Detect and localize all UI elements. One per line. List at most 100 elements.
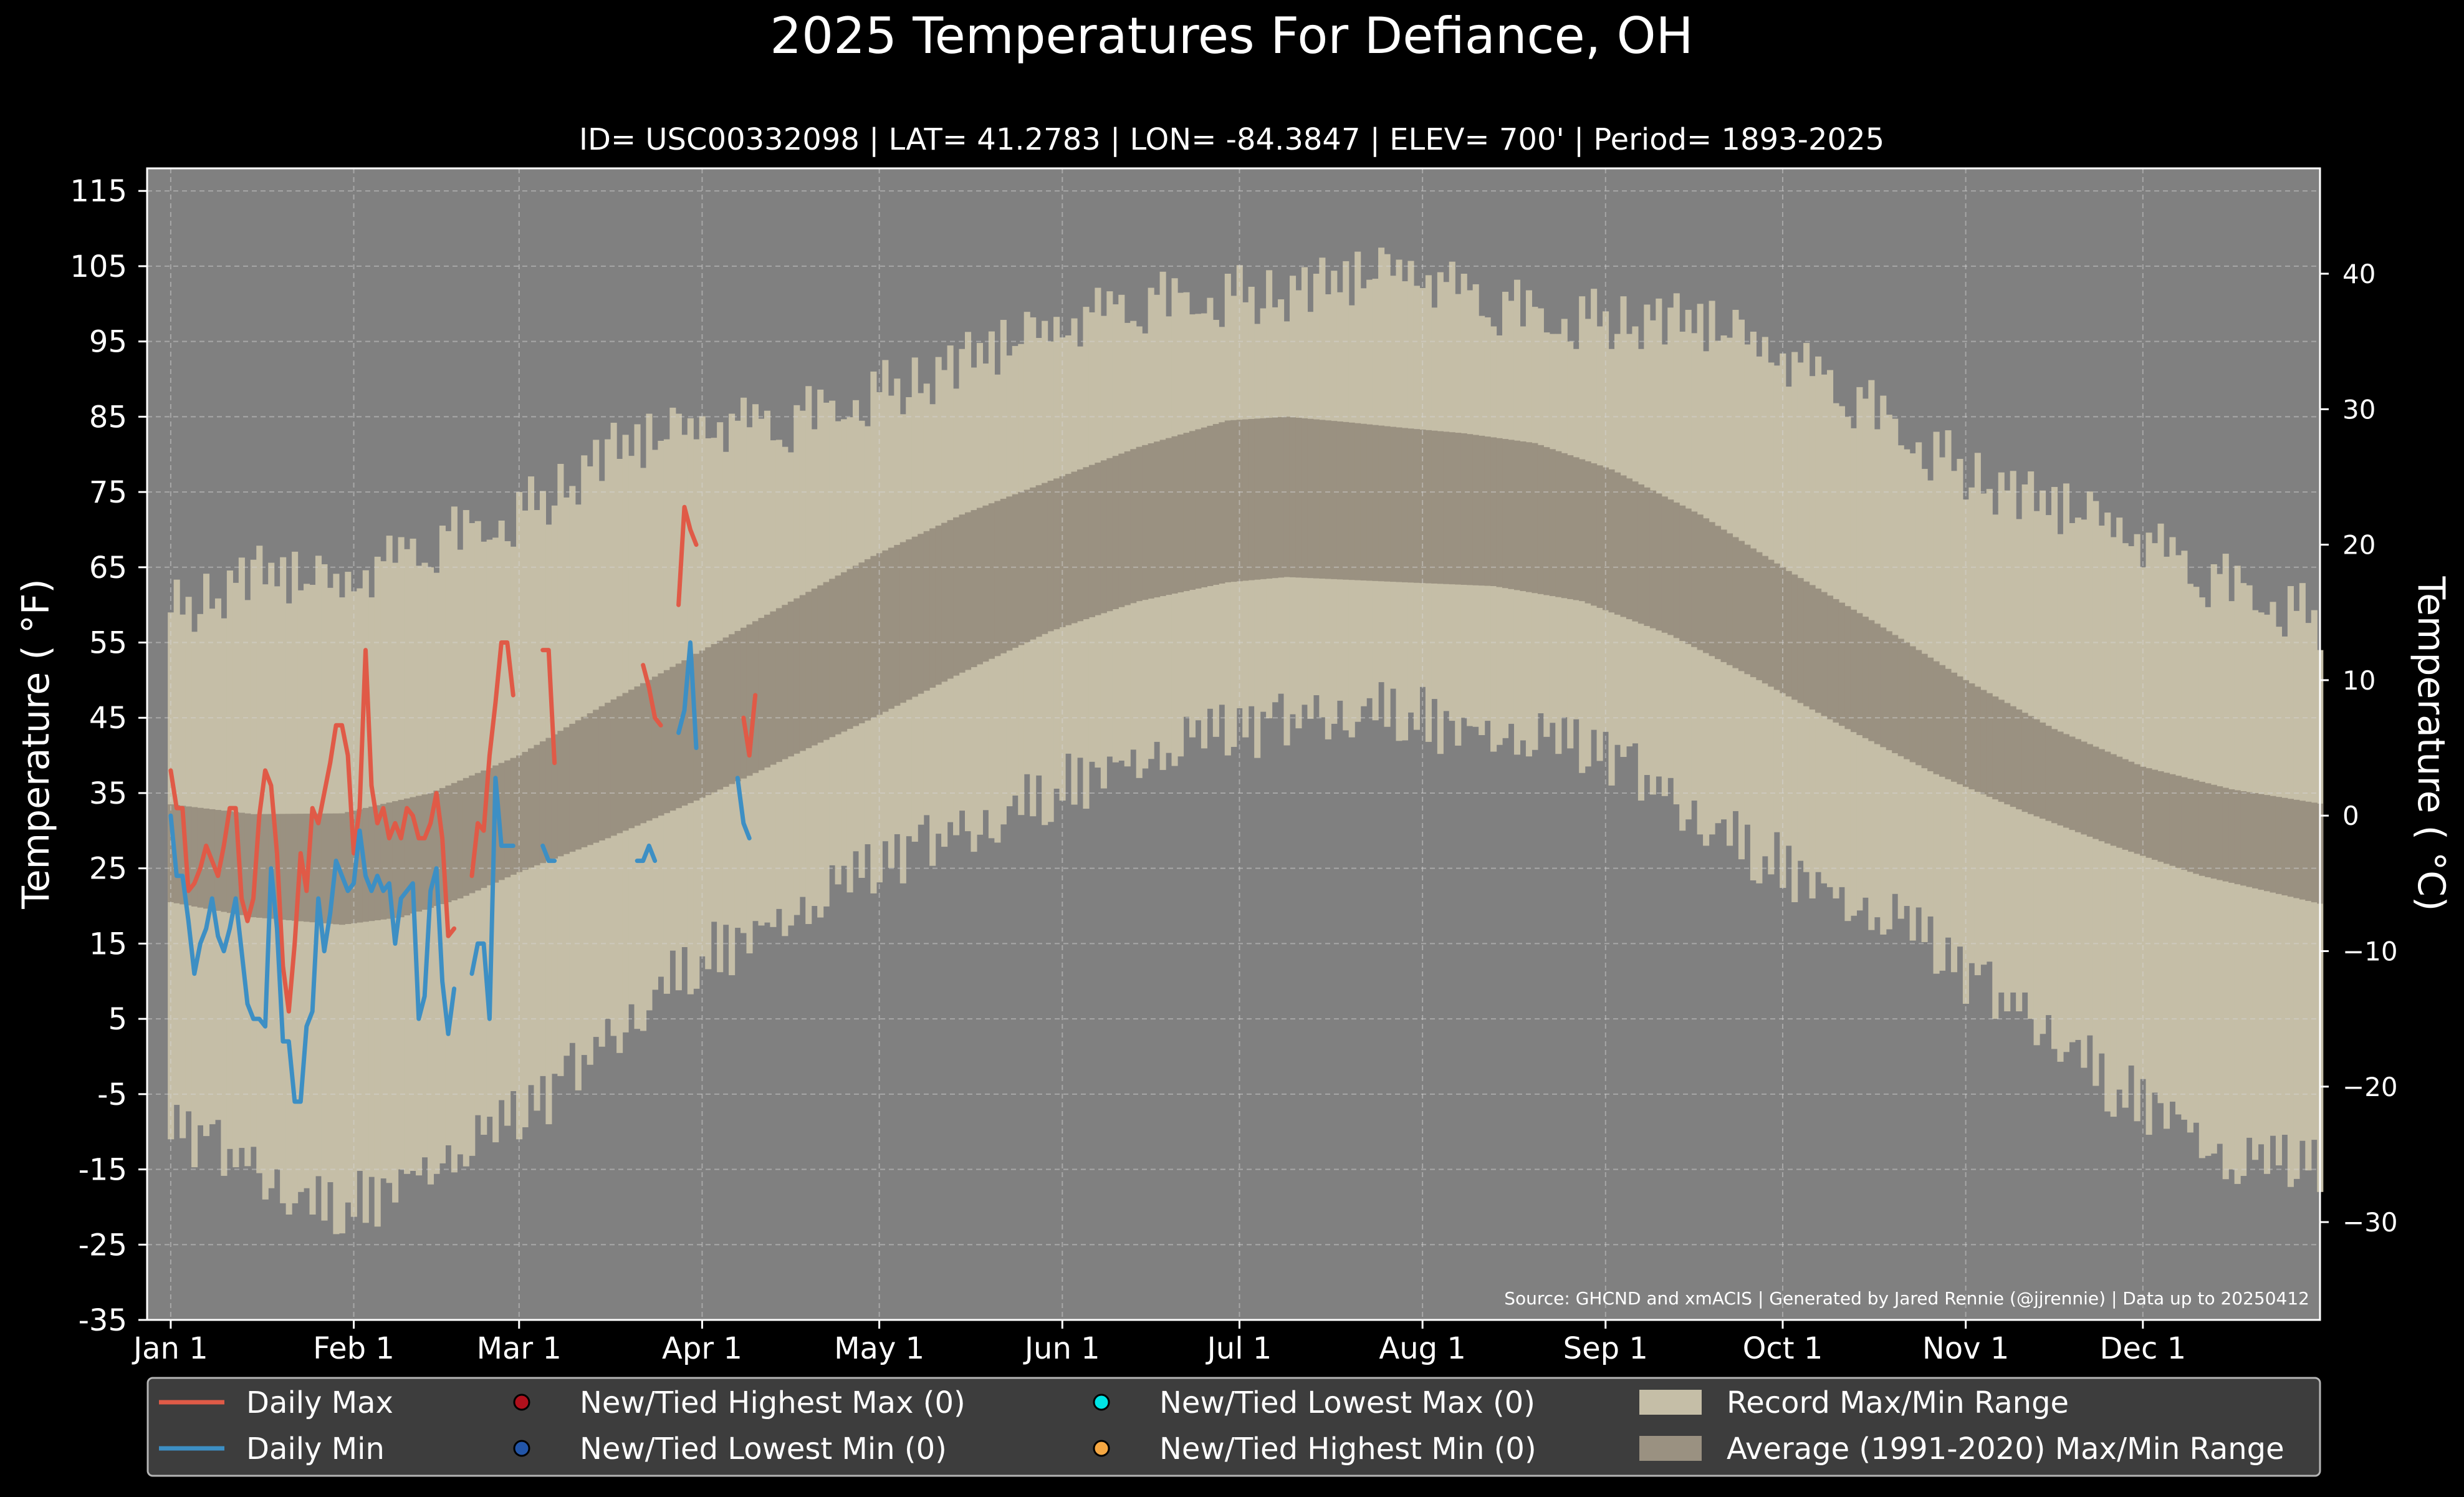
average-range-bar <box>2128 761 2135 852</box>
average-range-bar <box>959 514 966 673</box>
average-range-bar <box>2193 780 2200 874</box>
average-range-bar <box>191 807 198 907</box>
average-range-bar <box>1154 441 1161 598</box>
average-range-bar <box>2033 719 2040 817</box>
average-range-bar <box>2258 794 2265 890</box>
average-range-bar <box>1006 496 1013 651</box>
record-range-bar <box>2264 614 2271 1174</box>
average-range-bar <box>2281 797 2288 896</box>
record-range-bar <box>2198 597 2205 1158</box>
average-range-bar <box>1968 683 1975 789</box>
average-range-bar <box>1401 428 1409 582</box>
average-range-bar <box>557 731 564 857</box>
x-tick-label: Oct 1 <box>1743 1331 1823 1366</box>
average-range-bar <box>687 657 694 804</box>
average-range-bar <box>2275 797 2283 894</box>
average-range-bar <box>699 650 706 798</box>
average-range-bar <box>404 798 411 916</box>
y-tick-label-right: 10 <box>2342 665 2375 696</box>
average-range-bar <box>374 805 381 920</box>
average-range-bar <box>1620 475 1627 617</box>
average-range-bar <box>1472 435 1479 585</box>
average-range-bar <box>197 807 204 908</box>
average-range-bar <box>2169 774 2176 866</box>
average-range-bar <box>2299 801 2306 900</box>
average-range-bars <box>168 416 2324 925</box>
x-tick-label: Aug 1 <box>1379 1331 1466 1366</box>
average-range-bar <box>309 813 316 923</box>
y-tick-label-left: 55 <box>89 626 127 661</box>
average-range-bar <box>569 723 576 852</box>
average-range-bar <box>522 751 529 870</box>
average-range-bar <box>534 744 540 865</box>
y-axis-label-left: Temperature ( °F) <box>14 579 58 910</box>
average-range-bar <box>1301 418 1308 578</box>
average-range-bar <box>498 763 505 880</box>
average-range-bar <box>563 727 570 854</box>
average-range-bar <box>1567 455 1574 599</box>
average-range-bar <box>918 534 924 694</box>
average-range-bar <box>1325 420 1331 579</box>
average-range-bar <box>262 814 269 918</box>
average-range-bar <box>1266 418 1273 579</box>
average-range-bar <box>516 755 523 872</box>
average-range-bar <box>1112 456 1119 610</box>
average-range-bar <box>1844 606 1851 729</box>
average-range-bar <box>888 547 894 709</box>
average-range-bar <box>575 720 582 850</box>
average-range-bar <box>2234 790 2241 885</box>
average-range-bar <box>658 673 664 816</box>
average-range-bar <box>734 631 741 782</box>
average-range-bar <box>1874 623 1881 744</box>
average-range-bar <box>941 522 948 682</box>
average-range-bar <box>2092 746 2099 839</box>
average-range-bar <box>1656 493 1662 631</box>
average-range-bar <box>976 508 984 665</box>
average-range-bar <box>1780 567 1786 693</box>
average-range-bar <box>539 741 547 864</box>
legend-label: Record Max/Min Range <box>1727 1385 2069 1420</box>
grid-lines <box>147 168 2320 1321</box>
average-range-bar <box>2063 734 2070 828</box>
average-range-bar <box>2198 781 2205 876</box>
average-range-bar <box>947 520 954 679</box>
average-range-bar <box>368 806 375 922</box>
average-range-bar <box>799 595 806 751</box>
average-range-bar <box>1768 559 1775 687</box>
average-range-bar <box>1319 420 1326 579</box>
average-range-bar <box>1224 420 1231 582</box>
average-range-bar <box>1413 429 1420 583</box>
series-line-daily-max <box>676 504 699 607</box>
average-range-bar <box>1384 426 1391 582</box>
average-range-bar <box>1579 459 1586 602</box>
average-range-bar <box>1390 426 1397 582</box>
average-range-bar <box>811 589 818 746</box>
average-range-bar <box>315 813 322 923</box>
average-range-bar <box>2069 736 2076 830</box>
y-tick-label-right: 30 <box>2342 394 2375 425</box>
series-line-daily-max <box>641 663 663 728</box>
average-range-bar <box>221 811 228 912</box>
series-line-daily-min <box>735 776 752 840</box>
average-range-bar <box>1095 463 1101 615</box>
series-line-daily-max <box>469 640 515 878</box>
y-tick-label-left: 25 <box>89 852 127 887</box>
average-range-bar <box>398 799 405 918</box>
y-tick-label-right: 40 <box>2342 259 2375 289</box>
x-tick-label: Jun 1 <box>1023 1331 1100 1366</box>
average-range-bar <box>1998 700 2005 802</box>
average-range-bar <box>416 796 423 912</box>
average-range-bar <box>2175 776 2182 868</box>
average-range-bar <box>894 544 901 706</box>
record-range-bar <box>2228 601 2235 1170</box>
average-range-bar <box>2081 741 2088 835</box>
average-range-bar <box>1130 449 1137 604</box>
series-line-daily-min <box>168 813 457 1104</box>
average-range-bar <box>1479 435 1485 586</box>
average-range-bar <box>1933 661 1940 774</box>
average-range-bar <box>1035 485 1042 637</box>
average-range-bar <box>1195 429 1202 589</box>
average-range-bar <box>587 713 593 845</box>
y-axis-right: 40 30 20 10 0 −10 −20 −30 <box>2320 259 2398 1238</box>
y-tick-label-left: 65 <box>89 551 127 585</box>
